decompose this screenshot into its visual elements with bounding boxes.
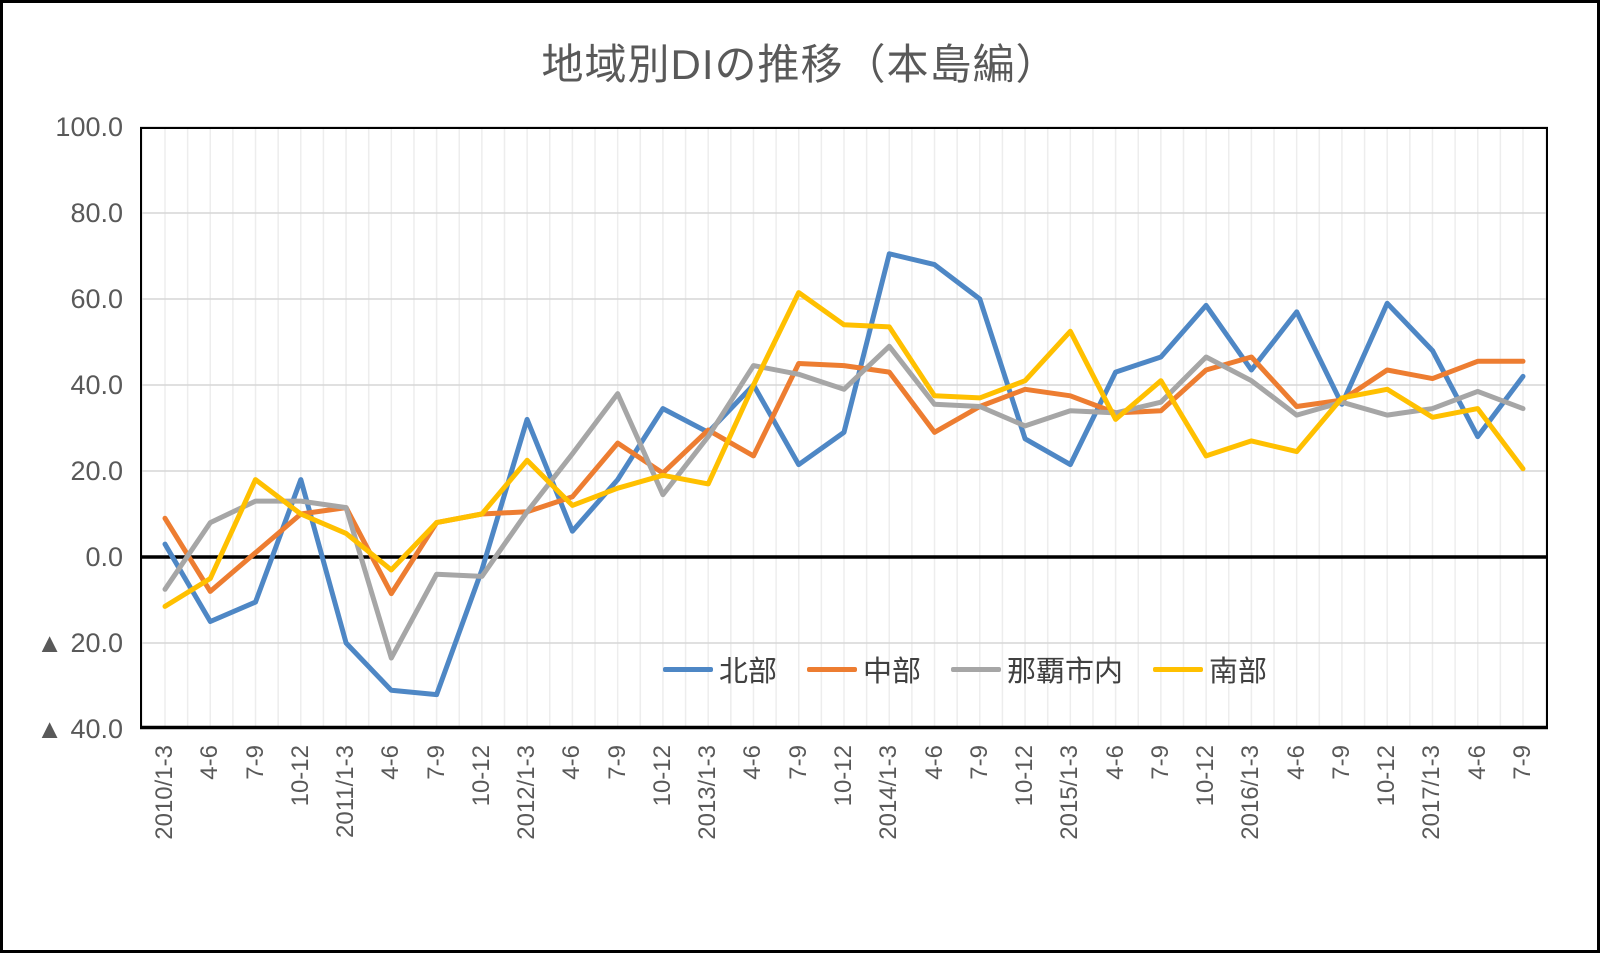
y-tick-label: 80.0 <box>70 198 123 228</box>
legend-item-南部: 南部 <box>1153 648 1267 690</box>
legend-swatch <box>1153 666 1204 672</box>
legend-label: 南部 <box>1209 656 1268 688</box>
x-tick-label: 2014/1-3 <box>875 745 903 840</box>
y-tick-label: ▲ 20.0 <box>36 628 123 658</box>
chart-svg <box>140 126 1548 730</box>
series-line-北部 <box>162 251 1526 698</box>
y-tick-label: 60.0 <box>70 284 123 314</box>
x-tick-label: 10-12 <box>1192 745 1220 807</box>
legend-label: 中部 <box>863 656 922 688</box>
x-tick-label: 4-6 <box>196 745 224 780</box>
series-line-中部 <box>162 354 1526 597</box>
x-tick-label: 7-9 <box>422 745 450 780</box>
x-tick-label: 2011/1-3 <box>332 745 360 838</box>
x-tick-label: 4-6 <box>920 745 948 780</box>
x-tick-label: 10-12 <box>286 745 314 807</box>
y-tick-label: 40.0 <box>70 370 123 400</box>
legend-swatch <box>663 666 713 672</box>
x-tick-label: 7-9 <box>241 745 269 780</box>
x-tick-label: 2013/1-3 <box>694 745 722 840</box>
x-tick-label: 2010/1-3 <box>151 745 178 840</box>
legend-label: 北部 <box>719 656 778 688</box>
x-tick-label: 4-6 <box>739 745 767 780</box>
x-tick-label: 7-9 <box>784 745 812 780</box>
legend-item-那覇市内: 那覇市内 <box>951 648 1123 690</box>
y-tick-label: 20.0 <box>70 456 123 486</box>
legend-swatch <box>951 666 1002 672</box>
x-tick-label: 7-9 <box>965 745 993 780</box>
x-tick-label: 10-12 <box>467 745 495 807</box>
y-tick-label: 0.0 <box>85 542 123 572</box>
x-tick-label: 4-6 <box>1282 745 1310 780</box>
x-tick-label: 2012/1-3 <box>513 745 541 840</box>
y-tick-label: 100.0 <box>55 112 123 142</box>
x-tick-label: 2016/1-3 <box>1237 745 1265 840</box>
series-line-南部 <box>162 290 1526 609</box>
x-tick-label: 4-6 <box>377 745 405 780</box>
legend-item-中部: 中部 <box>807 648 921 690</box>
x-tick-label: 10-12 <box>1011 745 1039 807</box>
x-tick-label: 4-6 <box>558 745 586 780</box>
series-line-那覇市内 <box>162 343 1526 661</box>
x-tick-label: 4-6 <box>1463 745 1491 780</box>
x-tick-label: 10-12 <box>648 745 676 807</box>
legend: 北部 中部 那覇市内 南部 <box>663 648 1267 690</box>
legend-swatch <box>807 666 858 672</box>
legend-item-北部: 北部 <box>663 648 777 690</box>
x-tick-label: 2015/1-3 <box>1056 745 1084 840</box>
x-tick-label: 7-9 <box>1327 745 1355 780</box>
x-tick-label: 4-6 <box>1101 745 1129 780</box>
y-tick-label: ▲ 40.0 <box>36 714 123 744</box>
plot-area <box>140 126 1548 730</box>
x-tick-label: 2017/1-3 <box>1418 745 1446 840</box>
legend-label: 那覇市内 <box>1007 656 1124 688</box>
chart-title: 地域別DIの推移（本島編） <box>541 41 1059 88</box>
x-tick-label: 7-9 <box>603 745 631 780</box>
x-tick-label: 10-12 <box>1373 745 1401 807</box>
x-tick-label: 10-12 <box>830 745 857 807</box>
x-tick-label: 7-9 <box>1509 745 1536 780</box>
x-tick-label: 7-9 <box>1146 745 1174 780</box>
